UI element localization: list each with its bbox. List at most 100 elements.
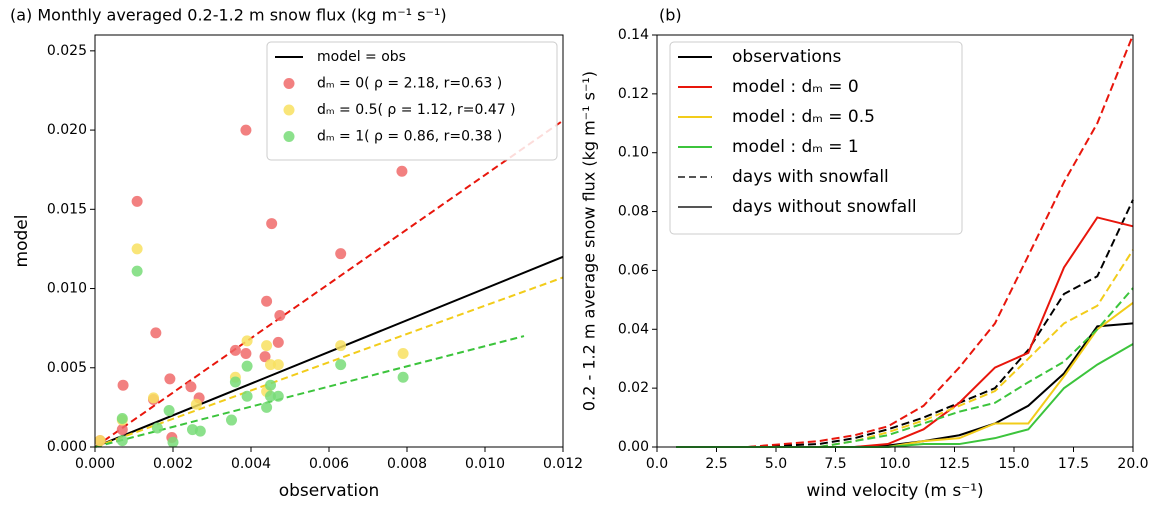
legend-label: dₘ = 0.5( ρ = 1.12, r=0.47 )	[317, 102, 516, 118]
x-tick-label: 20.0	[1117, 456, 1148, 472]
point	[266, 218, 278, 230]
legend-label: days with snowfall	[732, 167, 889, 187]
point	[229, 344, 241, 356]
x-tick-label: 0.006	[309, 456, 349, 472]
point	[259, 351, 271, 363]
point	[194, 425, 206, 437]
x-tick-label: 17.5	[1058, 456, 1089, 472]
point	[150, 327, 162, 339]
point	[131, 195, 143, 207]
point	[116, 435, 128, 447]
y-axis-label: model	[12, 215, 32, 268]
x-tick-label: 0.012	[543, 456, 583, 472]
point	[241, 335, 253, 347]
legend: model = obs dₘ = 0( ρ = 2.18, r=0.63 ) dₘ …	[266, 41, 558, 161]
point	[131, 265, 143, 277]
x-tick-label: 0.002	[153, 456, 193, 472]
point	[116, 412, 128, 424]
point	[335, 248, 347, 260]
x-tick-label: 7.5	[824, 456, 846, 472]
x-axis-label: observation	[279, 481, 380, 501]
point	[335, 340, 347, 352]
chart-title: (b)	[659, 6, 682, 25]
legend-label: model : dₘ = 0.5	[732, 107, 875, 127]
point	[164, 373, 176, 385]
fit-line	[94, 335, 525, 448]
y-tick-label: 0.015	[47, 201, 87, 217]
x-tick-label: 0.0	[646, 456, 668, 472]
panel: 0.0 2.5 5.0 7.5 10.0 12.5 15.0 17.5 20.0 0.00 0.02…	[580, 6, 1149, 502]
fit-line	[94, 119, 564, 448]
line	[676, 301, 1134, 448]
y-tick-label: 0.12	[618, 86, 649, 102]
axes-frame	[94, 34, 564, 448]
point	[131, 243, 143, 255]
legend-label: dₘ = 1( ρ = 0.86, r=0.38 )	[317, 129, 502, 145]
x-tick-label: 0.004	[231, 456, 271, 472]
point	[240, 124, 252, 136]
legend-label: model : dₘ = 0	[732, 77, 859, 97]
point	[396, 165, 408, 177]
y-tick-label: 0.005	[47, 360, 87, 376]
legend: observations model : dₘ = 0 model : dₘ = 0…	[669, 41, 963, 235]
x-tick-label: 0.000	[75, 456, 115, 472]
y-tick-label: 0.06	[618, 262, 649, 278]
x-tick-label: 15.0	[998, 456, 1029, 472]
line	[676, 216, 1134, 448]
y-tick-label: 0.14	[618, 27, 649, 43]
point	[265, 379, 276, 391]
point	[229, 376, 241, 388]
point	[241, 390, 253, 402]
x-tick-label: 5.0	[765, 456, 787, 472]
x-tick-label: 0.008	[387, 456, 427, 472]
legend-marker	[283, 78, 295, 89]
y-tick-label: 0.02	[618, 380, 649, 396]
y-axis-label: 0.2 - 1.2 m average snow flux (kg m⁻¹ s⁻…	[580, 71, 599, 411]
y-tick-label: 0.025	[47, 43, 87, 59]
point	[167, 436, 179, 448]
point	[261, 401, 273, 413]
point	[185, 381, 197, 393]
point	[397, 348, 409, 360]
y-tick-label: 0.10	[618, 145, 649, 161]
legend-marker	[283, 131, 295, 142]
point	[265, 359, 276, 371]
x-tick-label: 2.5	[705, 456, 727, 472]
y-tick-label: 0.04	[618, 321, 649, 337]
point	[265, 390, 276, 402]
axes-frame	[656, 34, 1134, 448]
legend-box	[669, 41, 963, 235]
point	[117, 379, 129, 391]
legend-label: observations	[732, 47, 842, 67]
point	[272, 390, 284, 402]
point	[148, 392, 159, 404]
legend-label: dₘ = 0( ρ = 2.18, r=0.63 )	[317, 76, 502, 92]
x-axis-label: wind velocity (m s⁻¹)	[806, 481, 983, 501]
point	[116, 424, 128, 436]
x-tick-label: 0.010	[465, 456, 505, 472]
legend-box	[266, 41, 558, 161]
point	[272, 336, 284, 348]
point	[335, 359, 347, 371]
plot-area	[94, 119, 564, 448]
point	[261, 340, 273, 352]
fit-line	[94, 255, 564, 448]
point	[151, 422, 163, 434]
fit-line	[94, 276, 564, 448]
point	[397, 371, 409, 383]
panel: 0.000 0.002 0.004 0.006 0.008 0.010 0.012 0.000…	[10, 6, 583, 502]
line	[676, 322, 1134, 448]
point	[163, 405, 175, 417]
point	[274, 309, 286, 321]
x-tick-label: 10.0	[879, 456, 910, 472]
point	[272, 359, 284, 371]
point	[241, 360, 253, 372]
y-tick-label: 0.000	[47, 439, 87, 455]
y-tick-label: 0.010	[47, 281, 87, 297]
x-tick-label: 12.5	[939, 456, 970, 472]
legend-label: days without snowfall	[732, 197, 917, 217]
point	[190, 398, 202, 410]
legend-marker	[283, 104, 295, 116]
y-tick-label: 0.08	[618, 204, 649, 220]
